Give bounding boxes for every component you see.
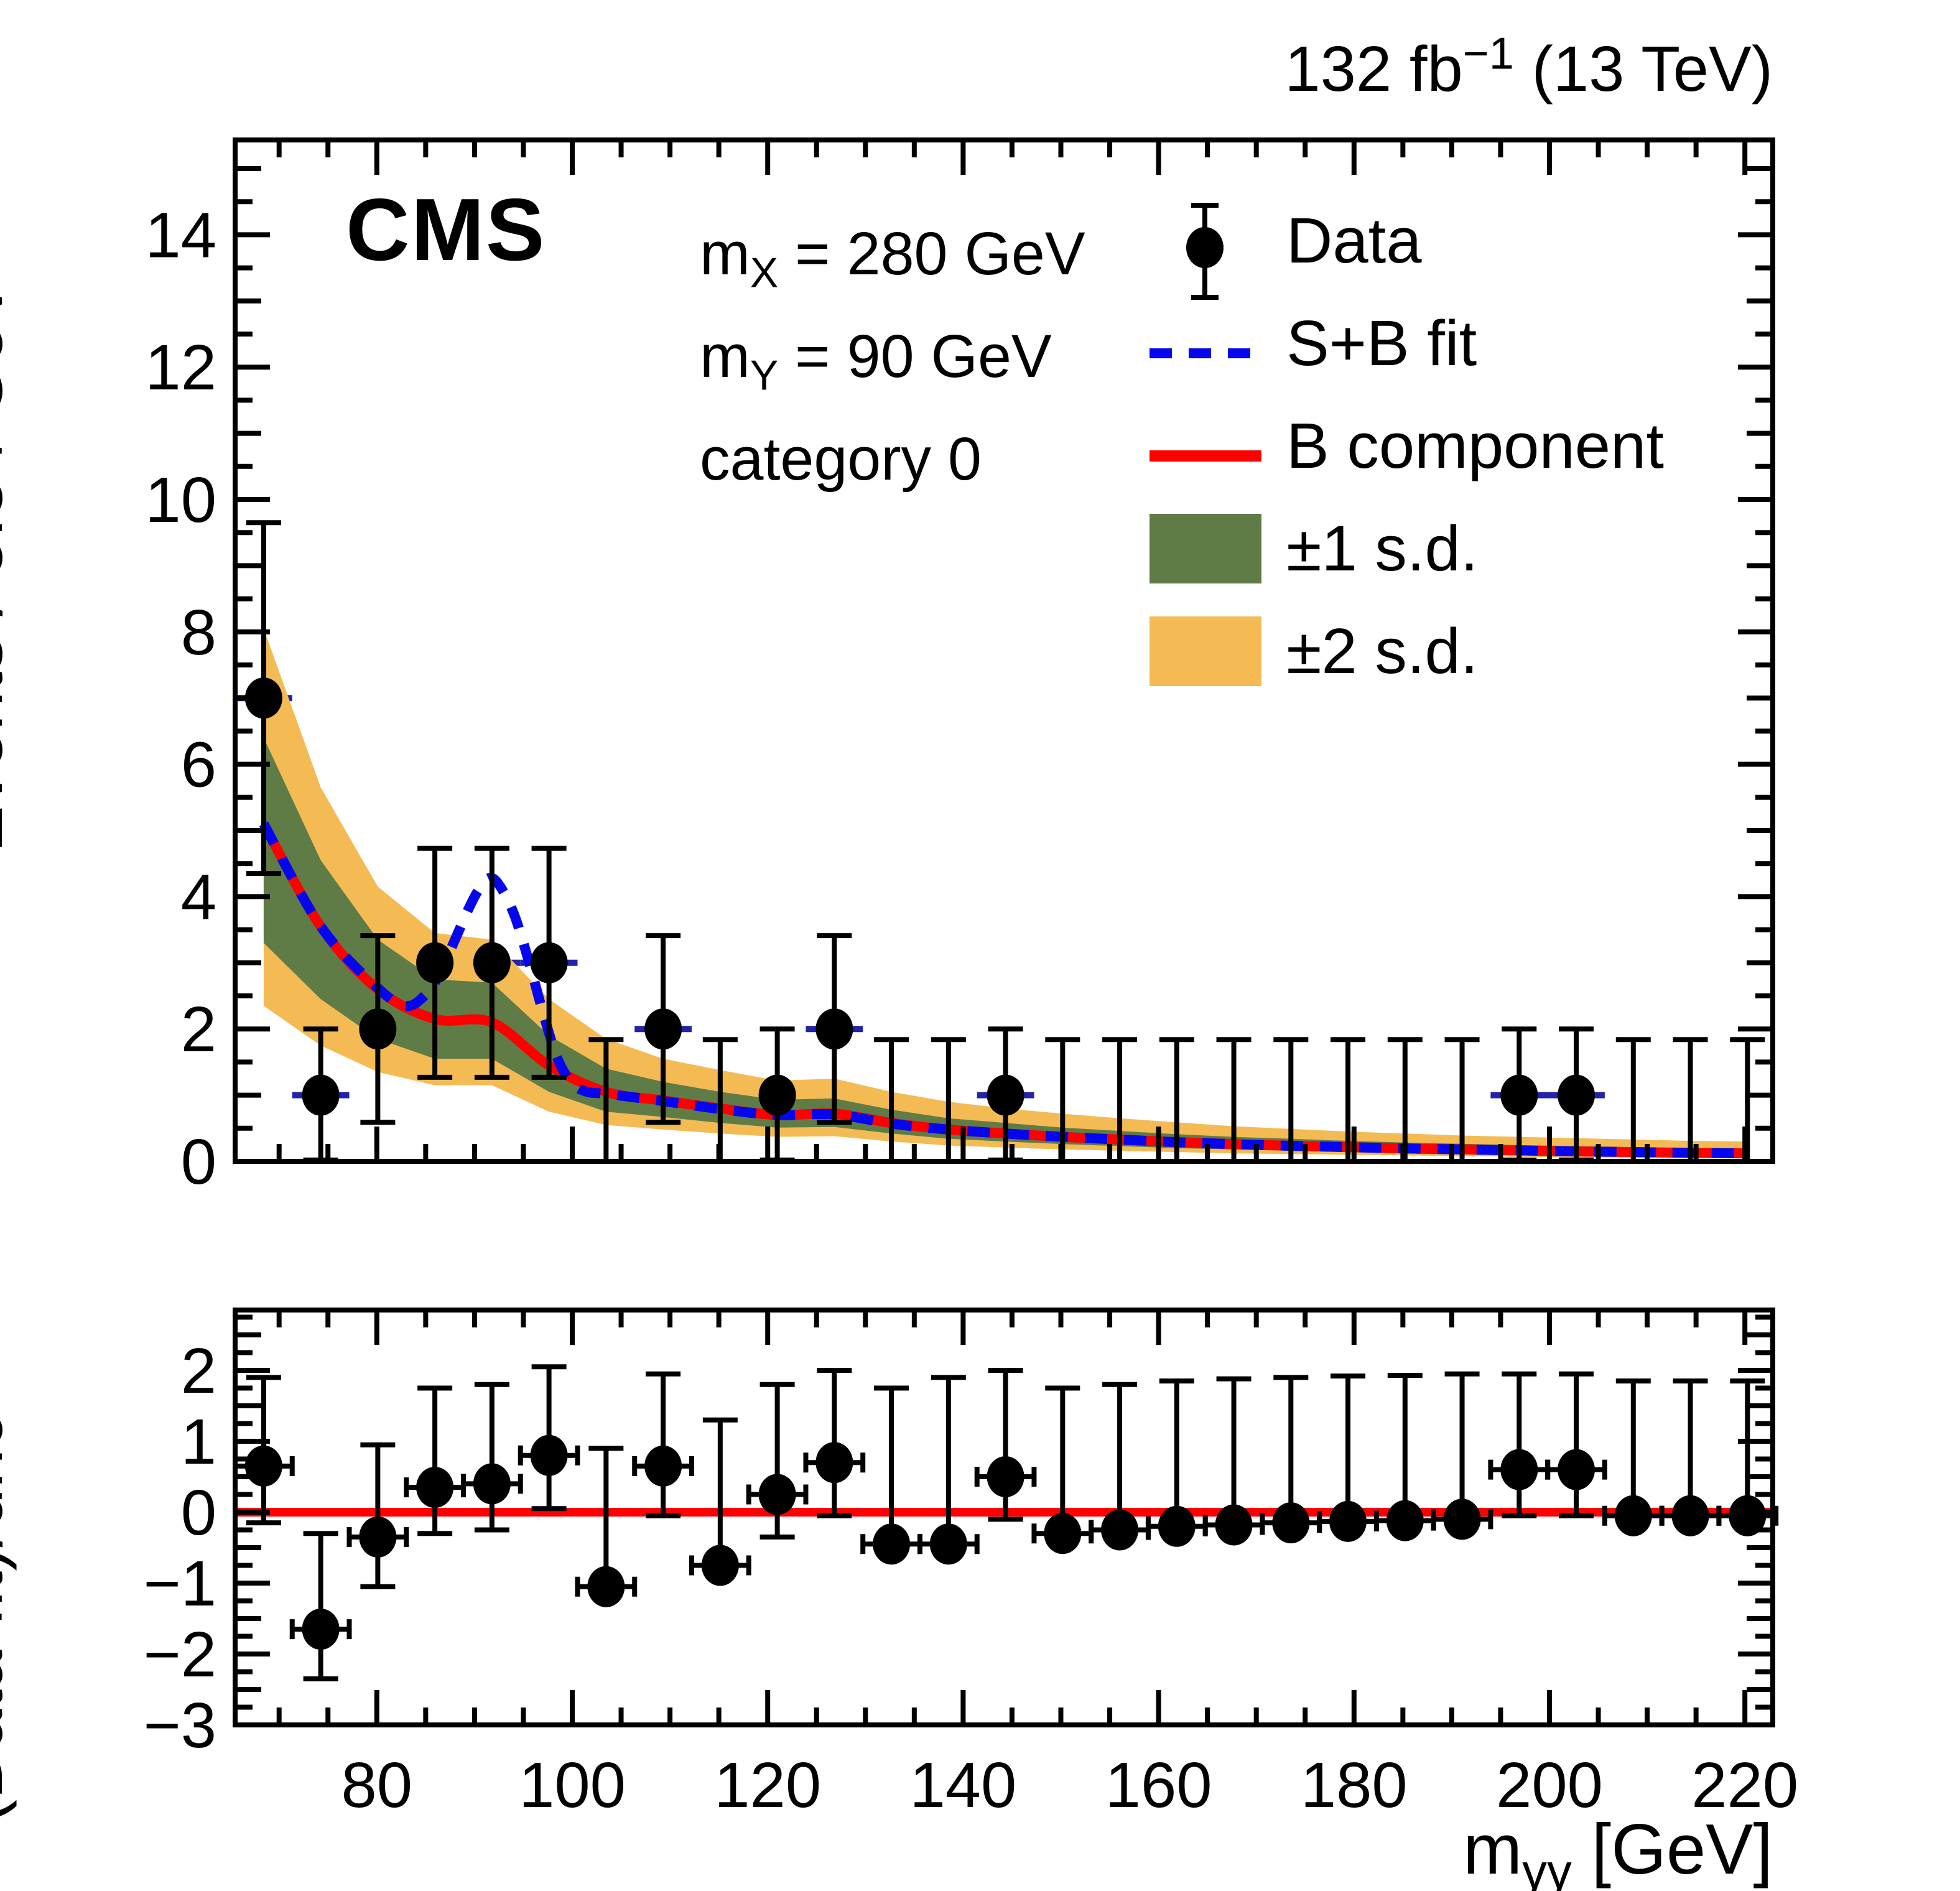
ratio-data-point <box>1558 1449 1595 1490</box>
ratio-data-point <box>929 1523 967 1565</box>
ratio-data-point <box>1500 1449 1538 1490</box>
x-tick-label: 140 <box>909 1749 1016 1821</box>
legend-1sd-box <box>1150 514 1261 583</box>
ratio-data-point <box>873 1523 911 1565</box>
ratio-axes-y-tick-label: 2 <box>181 1335 216 1406</box>
ratio-data-point <box>244 1445 282 1487</box>
main-axes-y-tick-label: 10 <box>145 464 216 536</box>
legend-label-data: Data <box>1286 205 1422 276</box>
legend-data-marker <box>1186 227 1224 268</box>
legend-label-sb-fit: S+B fit <box>1286 307 1477 379</box>
mx-base: m <box>700 220 750 287</box>
x-title-units: [GeV] <box>1571 1810 1773 1889</box>
ratio-data-point <box>587 1566 625 1607</box>
ratio-axes: 210−1−2−3 80 100 120 140 160 180 200 220 <box>144 1308 1798 1821</box>
ratio-data-point <box>1215 1504 1253 1546</box>
my-base: m <box>700 322 750 390</box>
ratio-data-point <box>1272 1502 1310 1544</box>
ratio-axes-y-tick-label: 1 <box>181 1406 216 1477</box>
main-y-axis-title: Events / 5.84 GeV <box>0 277 17 853</box>
main-axes-frame <box>233 137 1775 1164</box>
data-point <box>987 1074 1024 1116</box>
ratio-data-point <box>1614 1495 1652 1536</box>
mx-value: = 280 GeV <box>778 220 1085 287</box>
ratio-axes-y-tick-label: −1 <box>144 1548 216 1619</box>
legend-label-b-component: B component <box>1286 410 1664 481</box>
data-point <box>758 1074 796 1116</box>
ratio-data-point <box>530 1434 568 1476</box>
mx-subscript: X <box>750 249 779 297</box>
lumi-energy: (13 TeV) <box>1513 33 1773 105</box>
x-tick-label: 80 <box>341 1749 413 1821</box>
ratio-data-point <box>302 1609 340 1650</box>
main-axes-y-tick-label: 6 <box>181 729 216 801</box>
legend-glyphs <box>1150 203 1261 686</box>
ratio-data-point <box>1443 1498 1481 1540</box>
luminosity-label: 132 fb−1 (13 TeV) <box>1284 32 1773 106</box>
ratio-data-point <box>1729 1495 1767 1536</box>
ratio-data-point <box>473 1463 511 1505</box>
ratio-data-point <box>815 1442 853 1484</box>
my-value: = 90 GeV <box>778 322 1052 390</box>
ratio-data-point <box>1044 1513 1082 1554</box>
annotation-mx: mX = 280 GeV <box>700 219 1085 294</box>
x-tick-label: 220 <box>1691 1749 1798 1821</box>
main-axes-y-tick-label: 14 <box>145 199 216 271</box>
data-point <box>530 942 568 983</box>
data-point <box>473 942 511 983</box>
data-point <box>1558 1074 1595 1116</box>
experiment-label: CMS <box>346 180 546 279</box>
ratio-data-point <box>1158 1505 1196 1547</box>
x-tick-label: 120 <box>714 1749 821 1821</box>
x-tick-label: 160 <box>1105 1749 1212 1821</box>
main-axes-y-tick-label: 2 <box>181 993 216 1065</box>
lumi-base: 132 fb <box>1284 33 1463 105</box>
data-point <box>244 677 282 719</box>
ratio-data-point <box>1329 1500 1367 1542</box>
main-axes-y-tick-label: 0 <box>181 1126 216 1197</box>
ratio-data-point <box>987 1456 1024 1497</box>
main-axes-y-tick-label: 4 <box>181 861 216 932</box>
legend-label-1sd: ±1 s.d. <box>1286 513 1479 584</box>
ratio-panel-content <box>233 1364 1779 1681</box>
x-title-subscript: γγ <box>1522 1843 1572 1891</box>
data-point <box>1500 1074 1538 1116</box>
main-data-points <box>244 520 1765 1163</box>
data-point <box>416 942 454 983</box>
x-title-base: m <box>1463 1810 1523 1889</box>
ratio-axes-y-tick-label: 0 <box>181 1477 216 1548</box>
my-subscript: Y <box>750 352 779 399</box>
main-axes-y-tick-label: 8 <box>181 597 216 668</box>
ratio-axes-frame <box>233 1308 1775 1727</box>
main-axes-y-tick-label: 12 <box>145 332 216 403</box>
x-axis-title: mγγ [GeV] <box>1463 1809 1773 1891</box>
lumi-superscript: −1 <box>1462 29 1514 79</box>
ratio-data-point <box>1386 1500 1424 1541</box>
annotation-category: category 0 <box>700 425 982 493</box>
ratio-data-point <box>1101 1509 1139 1551</box>
ratio-axes-y-tick-label: −2 <box>144 1619 216 1690</box>
annotation-my: mY = 90 GeV <box>700 322 1052 397</box>
ratio-data-point <box>1671 1495 1709 1536</box>
x-tick-label: 180 <box>1301 1749 1408 1821</box>
ratio-data-point <box>644 1445 682 1487</box>
main-axes: 0 2 4 6 8 10 12 14 <box>145 137 1775 1197</box>
data-point <box>359 1008 397 1050</box>
legend-label-2sd: ±2 s.d. <box>1286 615 1479 687</box>
x-tick-label: 100 <box>519 1749 626 1821</box>
x-tick-label: 200 <box>1496 1749 1603 1821</box>
ratio-data-point <box>416 1467 454 1508</box>
ratio-data-point <box>758 1474 796 1515</box>
ratio-y-axis-title: (Data-fit)/unc <box>0 1413 17 1823</box>
data-point <box>815 1008 853 1050</box>
data-point <box>644 1008 682 1050</box>
legend-2sd-box <box>1150 616 1261 686</box>
data-point <box>302 1074 340 1116</box>
ratio-data-point <box>701 1545 739 1586</box>
ratio-data-point <box>359 1516 397 1558</box>
ratio-axes-y-tick-label: −3 <box>144 1689 216 1761</box>
